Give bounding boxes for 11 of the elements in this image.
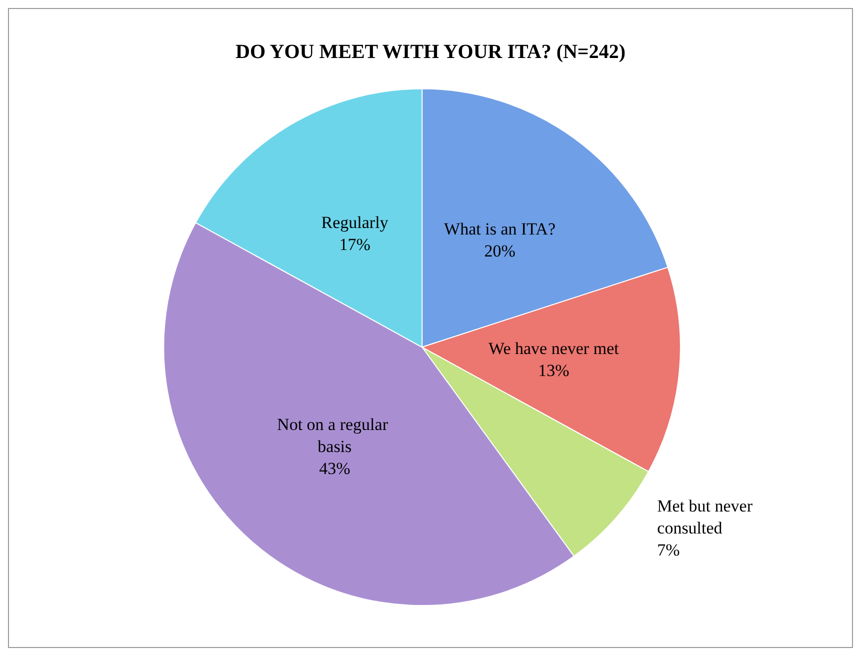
data-label: 20% — [484, 242, 516, 261]
slice-label: We have never met — [488, 339, 620, 358]
slice-label: Met but never consulted — [657, 496, 757, 538]
slice-label: Not on a regular basis — [277, 414, 392, 456]
slice-label: Regularly — [321, 212, 389, 232]
chart-title: DO YOU MEET WITH YOUR ITA? (N=242) — [236, 41, 626, 63]
data-label: 17% — [339, 234, 370, 254]
data-label: 13% — [538, 361, 570, 380]
data-label: 7% — [657, 540, 680, 560]
slice-label: What is an ITA? — [444, 220, 556, 239]
data-label: 43% — [319, 458, 350, 478]
